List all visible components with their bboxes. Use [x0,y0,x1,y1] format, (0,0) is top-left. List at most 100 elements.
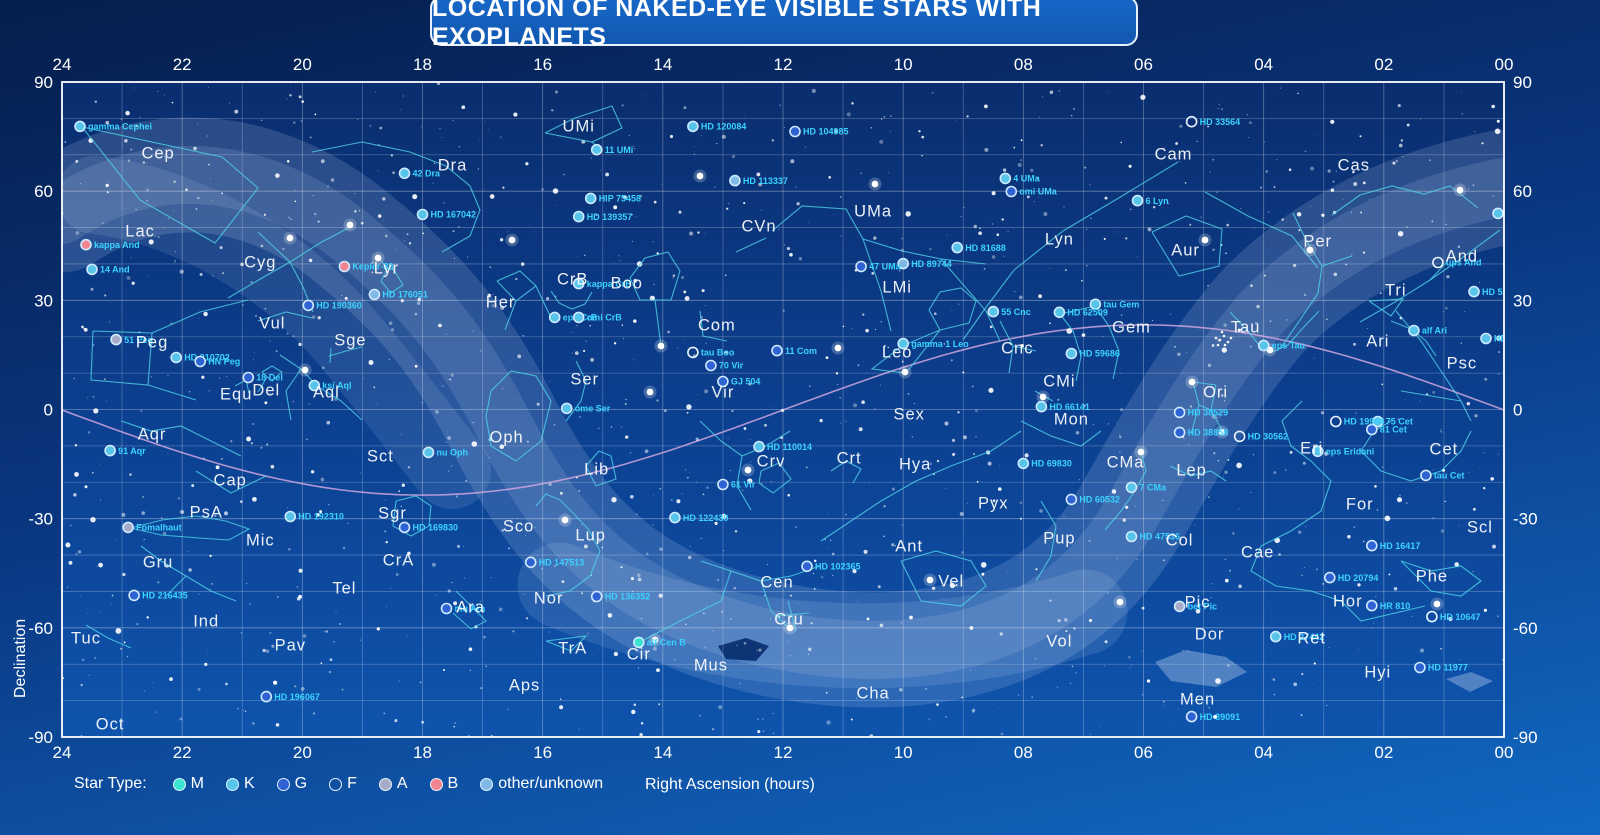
exoplanet-star-label: HD 147513 [539,558,585,568]
exoplanet-star [74,120,86,133]
y-axis-title: Declination [12,618,29,698]
exoplanet-star [897,337,910,350]
star-type-swatch-icon [480,777,494,791]
exoplanet-star-label: 81 Cet [1380,425,1407,435]
exoplanet-star [308,379,321,392]
ra-tick-bottom: 00 [1495,743,1514,762]
constellation-label: Pyx [978,495,1009,513]
exoplanet-star [1233,430,1246,443]
exoplanet-star-label: HD 190360 [316,301,362,311]
legend-title: Star Type: [74,775,147,792]
constellation-label: Vol [1046,632,1072,650]
ra-tick-top: 16 [533,55,552,74]
constellation-label: Sge [334,332,366,350]
exoplanet-star [1065,347,1078,360]
exoplanet-star [1366,539,1378,552]
exoplanet-star-label: ksi Aql [322,381,351,391]
exoplanet-star [1017,457,1030,470]
chart-title: LOCATION OF NAKED-EYE VISIBLE STARS WITH… [432,0,1042,51]
exoplanet-star [128,589,140,602]
constellation-lines [81,105,1501,652]
exoplanet-star [110,333,122,346]
exoplanet-star [422,446,435,459]
exoplanet-star [632,636,645,649]
legend-item-label: other/unknown [498,775,604,792]
dec-tick-right: -60 [1513,619,1538,638]
legend-item-label: K [243,775,255,792]
magellanic-cloud [1155,650,1247,687]
constellation-label: Aps [509,676,540,694]
exoplanet-star-label: omi CrB [587,313,623,323]
constellation-label: Eri [1300,440,1323,458]
exoplanet-star-label: HD 102365 [815,562,861,572]
exoplanet-star-label: HD 122430 [683,513,729,523]
milky-way-band [62,117,1504,708]
exoplanet-star-label: HD 167042 [431,210,477,220]
exoplanet-star [122,521,134,534]
dec-tick-left: 30 [34,291,53,310]
exoplanet-hosts: gamma Cephei 42 Dra HD 167042 kappa And 14 A… [74,115,1504,723]
dec-tick-left: 0 [44,401,53,420]
constellation-label: Equ [220,386,252,404]
constellation-label: Aqr [138,425,167,443]
star-type-swatch-icon [225,777,239,791]
plot-content: gamma Cephei 42 Dra HD 167042 kappa And 14 A… [62,82,1504,737]
exoplanet-star-label: 55 Cnc [1001,307,1031,317]
exoplanet-star-label: HD 120084 [701,122,747,132]
exoplanet-star-label: eps Eridani [1326,447,1375,457]
legend-item-M: M [172,775,204,793]
constellation-label: Dra [438,156,468,174]
exoplanet-star [1035,400,1048,413]
dec-tick-left: -90 [28,728,53,747]
exoplanet-star-label: tau Cet [1434,471,1465,481]
constellation-label: Vir [711,384,734,402]
constellation-label: Lac [125,223,155,241]
exoplanet-star [398,167,411,180]
exoplanet-star [987,305,1000,318]
constellation-label: Del [252,382,280,400]
exoplanet-star [1125,530,1138,543]
exoplanet-star [897,257,910,270]
exoplanet-star-label: HD 110014 [767,442,812,452]
exoplanet-star-label: 47 UMa [869,262,902,272]
exoplanet-star [302,299,315,312]
constellation-label: Ser [570,370,599,388]
constellation-label: Hor [1333,592,1363,610]
dec-tick-left: 90 [34,73,53,92]
exoplanet-star [1053,306,1066,319]
exoplanet-star [194,355,206,368]
constellation-label: UMi [563,118,595,136]
constellation-label: Gem [1112,318,1151,336]
exoplanet-star [1005,185,1018,198]
star-type-swatch-icon [276,777,290,791]
ra-tick-bottom: 24 [53,743,72,762]
constellation-label: PsA [190,504,223,522]
background-starfield [62,82,1504,737]
exoplanet-star [1257,339,1270,352]
exoplanet-star [398,521,411,534]
exoplanet-star [548,311,561,324]
constellation-label: Cet [1430,441,1459,459]
exoplanet-star-label: HD 59686 [1079,349,1120,359]
exoplanet-star [669,511,681,524]
exoplanet-star [584,192,597,205]
exoplanet-star [1185,710,1198,723]
exoplanet-star [1173,426,1186,439]
legend-item-A: A [378,775,408,793]
constellation-label: Dor [1195,626,1225,644]
exoplanet-star-label: 4 UMa [1013,174,1041,184]
constellation-label: Cas [1338,156,1370,174]
constellation-label: Lyn [1045,231,1074,249]
ra-tick-bottom: 06 [1134,743,1153,762]
exoplanet-star [1408,324,1420,337]
constellation-label: Cru [774,611,804,629]
constellation-label: Col [1166,532,1194,550]
exoplanet-star-label: HD 66141 [1049,402,1090,412]
exoplanet-star-label: kappa CrB [587,279,633,289]
ra-tick-bottom: 14 [653,743,672,762]
constellation-label: Cir [627,646,651,664]
ra-tick-bottom: 08 [1014,743,1033,762]
exoplanet-star-label: HD 136352 [605,592,651,602]
exoplanet-star [1089,298,1102,311]
